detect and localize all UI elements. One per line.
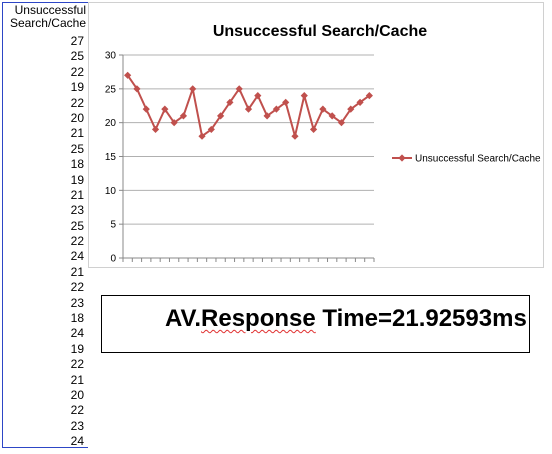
response-word: Response <box>201 305 316 332</box>
data-point <box>244 105 253 113</box>
data-point <box>217 112 225 120</box>
data-point <box>142 105 150 113</box>
data-point <box>309 125 318 134</box>
response-time-text: AV.Response Time=21.92593ms <box>165 305 527 333</box>
column-value: 24 <box>70 434 84 449</box>
data-point <box>300 92 308 100</box>
data-point <box>282 98 290 106</box>
data-point <box>263 112 271 120</box>
column-value: 20 <box>70 110 84 125</box>
column-value: 23 <box>70 295 84 310</box>
column-value: 22 <box>70 357 84 372</box>
column-header: Unsuccessful Search/Cache <box>3 4 86 30</box>
data-point <box>151 125 160 134</box>
data-point <box>161 105 169 113</box>
data-point <box>189 85 197 93</box>
column-value: 19 <box>70 341 84 356</box>
y-tick-label: 10 <box>105 186 117 197</box>
y-tick-label: 30 <box>105 51 117 62</box>
data-point <box>365 92 373 100</box>
data-point <box>133 85 141 93</box>
legend-label: Unsuccessful Search/Cache <box>415 154 541 165</box>
data-point <box>356 98 364 106</box>
legend-marker <box>398 154 406 162</box>
column-value: 24 <box>70 249 84 264</box>
y-tick-label: 25 <box>105 84 117 95</box>
data-point <box>319 105 327 113</box>
column-value: 25 <box>70 141 84 156</box>
y-tick-label: 5 <box>110 220 116 231</box>
data-point <box>198 132 206 140</box>
data-point <box>226 98 234 106</box>
column-value: 27 <box>70 34 84 48</box>
data-point <box>207 125 215 134</box>
column-header-line1: Unsuccessful <box>14 3 86 17</box>
column-value: 20 <box>70 387 84 402</box>
y-tick-label: 20 <box>105 118 117 129</box>
data-column: Unsuccessful Search/Cache 27 25 22 19 22 20 21… <box>2 2 88 448</box>
column-value: 23 <box>70 203 84 218</box>
column-value: 18 <box>70 157 84 172</box>
response-time-box: AV.Response Time=21.92593ms <box>101 295 530 353</box>
column-value: 22 <box>70 95 84 110</box>
column-value: 25 <box>70 218 84 233</box>
column-value: 19 <box>70 172 84 187</box>
data-point <box>170 119 178 127</box>
data-point <box>272 105 280 113</box>
column-value: 23 <box>70 418 84 433</box>
column-values: 27 25 22 19 22 20 21 25 18 19 21 23 25 22 24 21 22 23 18 24… <box>3 34 84 450</box>
y-tick-label: 0 <box>110 254 116 265</box>
data-point <box>124 71 132 79</box>
line-chart: Unsuccessful Search/Cache 0 5 10 15 20 25 30 Uns… <box>88 2 544 268</box>
column-value: 21 <box>70 264 84 279</box>
column-value: 22 <box>70 234 84 249</box>
data-point <box>235 85 243 93</box>
column-value: 18 <box>70 311 84 326</box>
column-value: 24 <box>70 326 84 341</box>
y-tick-label: 15 <box>105 152 117 163</box>
column-value: 22 <box>70 64 84 79</box>
chart-canvas: Unsuccessful Search/Cache 0 5 10 15 20 25 30 Uns… <box>105 23 541 265</box>
data-point <box>291 132 299 140</box>
data-point <box>179 112 188 120</box>
column-value: 21 <box>70 187 84 202</box>
data-point <box>337 119 346 127</box>
column-value: 22 <box>70 280 84 295</box>
column-value: 21 <box>70 126 84 141</box>
data-point <box>347 105 355 113</box>
chart-title: Unsuccessful Search/Cache <box>213 23 427 40</box>
column-value: 19 <box>70 80 84 95</box>
column-header-line2: Search/Cache <box>9 16 86 30</box>
response-suffix: Time=21.92593ms <box>315 305 527 332</box>
column-value: 25 <box>70 49 84 64</box>
response-prefix: AV. <box>165 305 202 332</box>
column-value: 21 <box>70 372 84 387</box>
column-value: 22 <box>70 403 84 418</box>
